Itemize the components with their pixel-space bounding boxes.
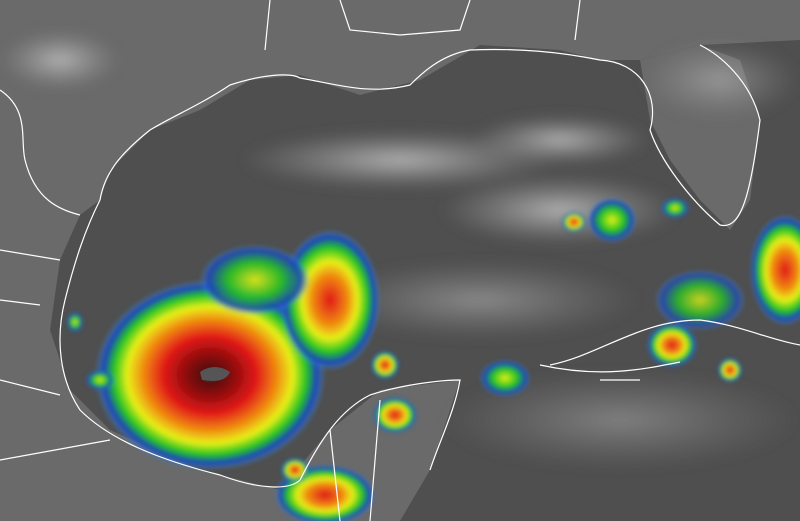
florida-storms (588, 198, 636, 242)
high-clouds (0, 30, 800, 470)
yucatan-storms (373, 397, 417, 433)
hurricane-eye (200, 367, 230, 381)
cuba-storms (647, 323, 697, 367)
convection-east-of-hurricane (280, 230, 380, 370)
bahamas-storms (750, 215, 800, 325)
